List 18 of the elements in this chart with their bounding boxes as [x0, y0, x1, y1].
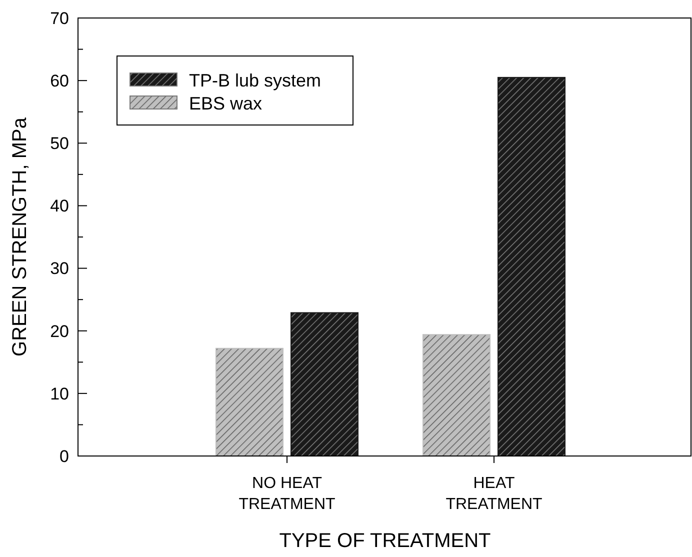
x-tick-label: NO HEAT TREATMENT [238, 475, 336, 513]
x-axis-title: TYPE OF TREATMENT [279, 530, 491, 552]
y-axis-title: GREEN STRENGTH, MPa [9, 116, 31, 356]
legend-label: TP-B lub system [189, 70, 322, 90]
bar [290, 312, 358, 456]
bar [498, 76, 566, 456]
y-tick-label: 10 [50, 384, 69, 404]
y-tick-label: 30 [50, 259, 69, 278]
y-tick-label: 20 [50, 322, 69, 341]
x-tick-label: HEAT TREATMENT [446, 475, 543, 513]
y-tick-label: 50 [50, 134, 69, 154]
bar [216, 348, 284, 456]
y-tick-label: 40 [50, 196, 69, 216]
y-tick-label: 60 [50, 72, 69, 91]
bar [422, 334, 490, 456]
y-tick-label: 70 [50, 8, 69, 28]
y-tick-label: 0 [60, 446, 69, 466]
legend-label: EBS wax [189, 93, 262, 114]
